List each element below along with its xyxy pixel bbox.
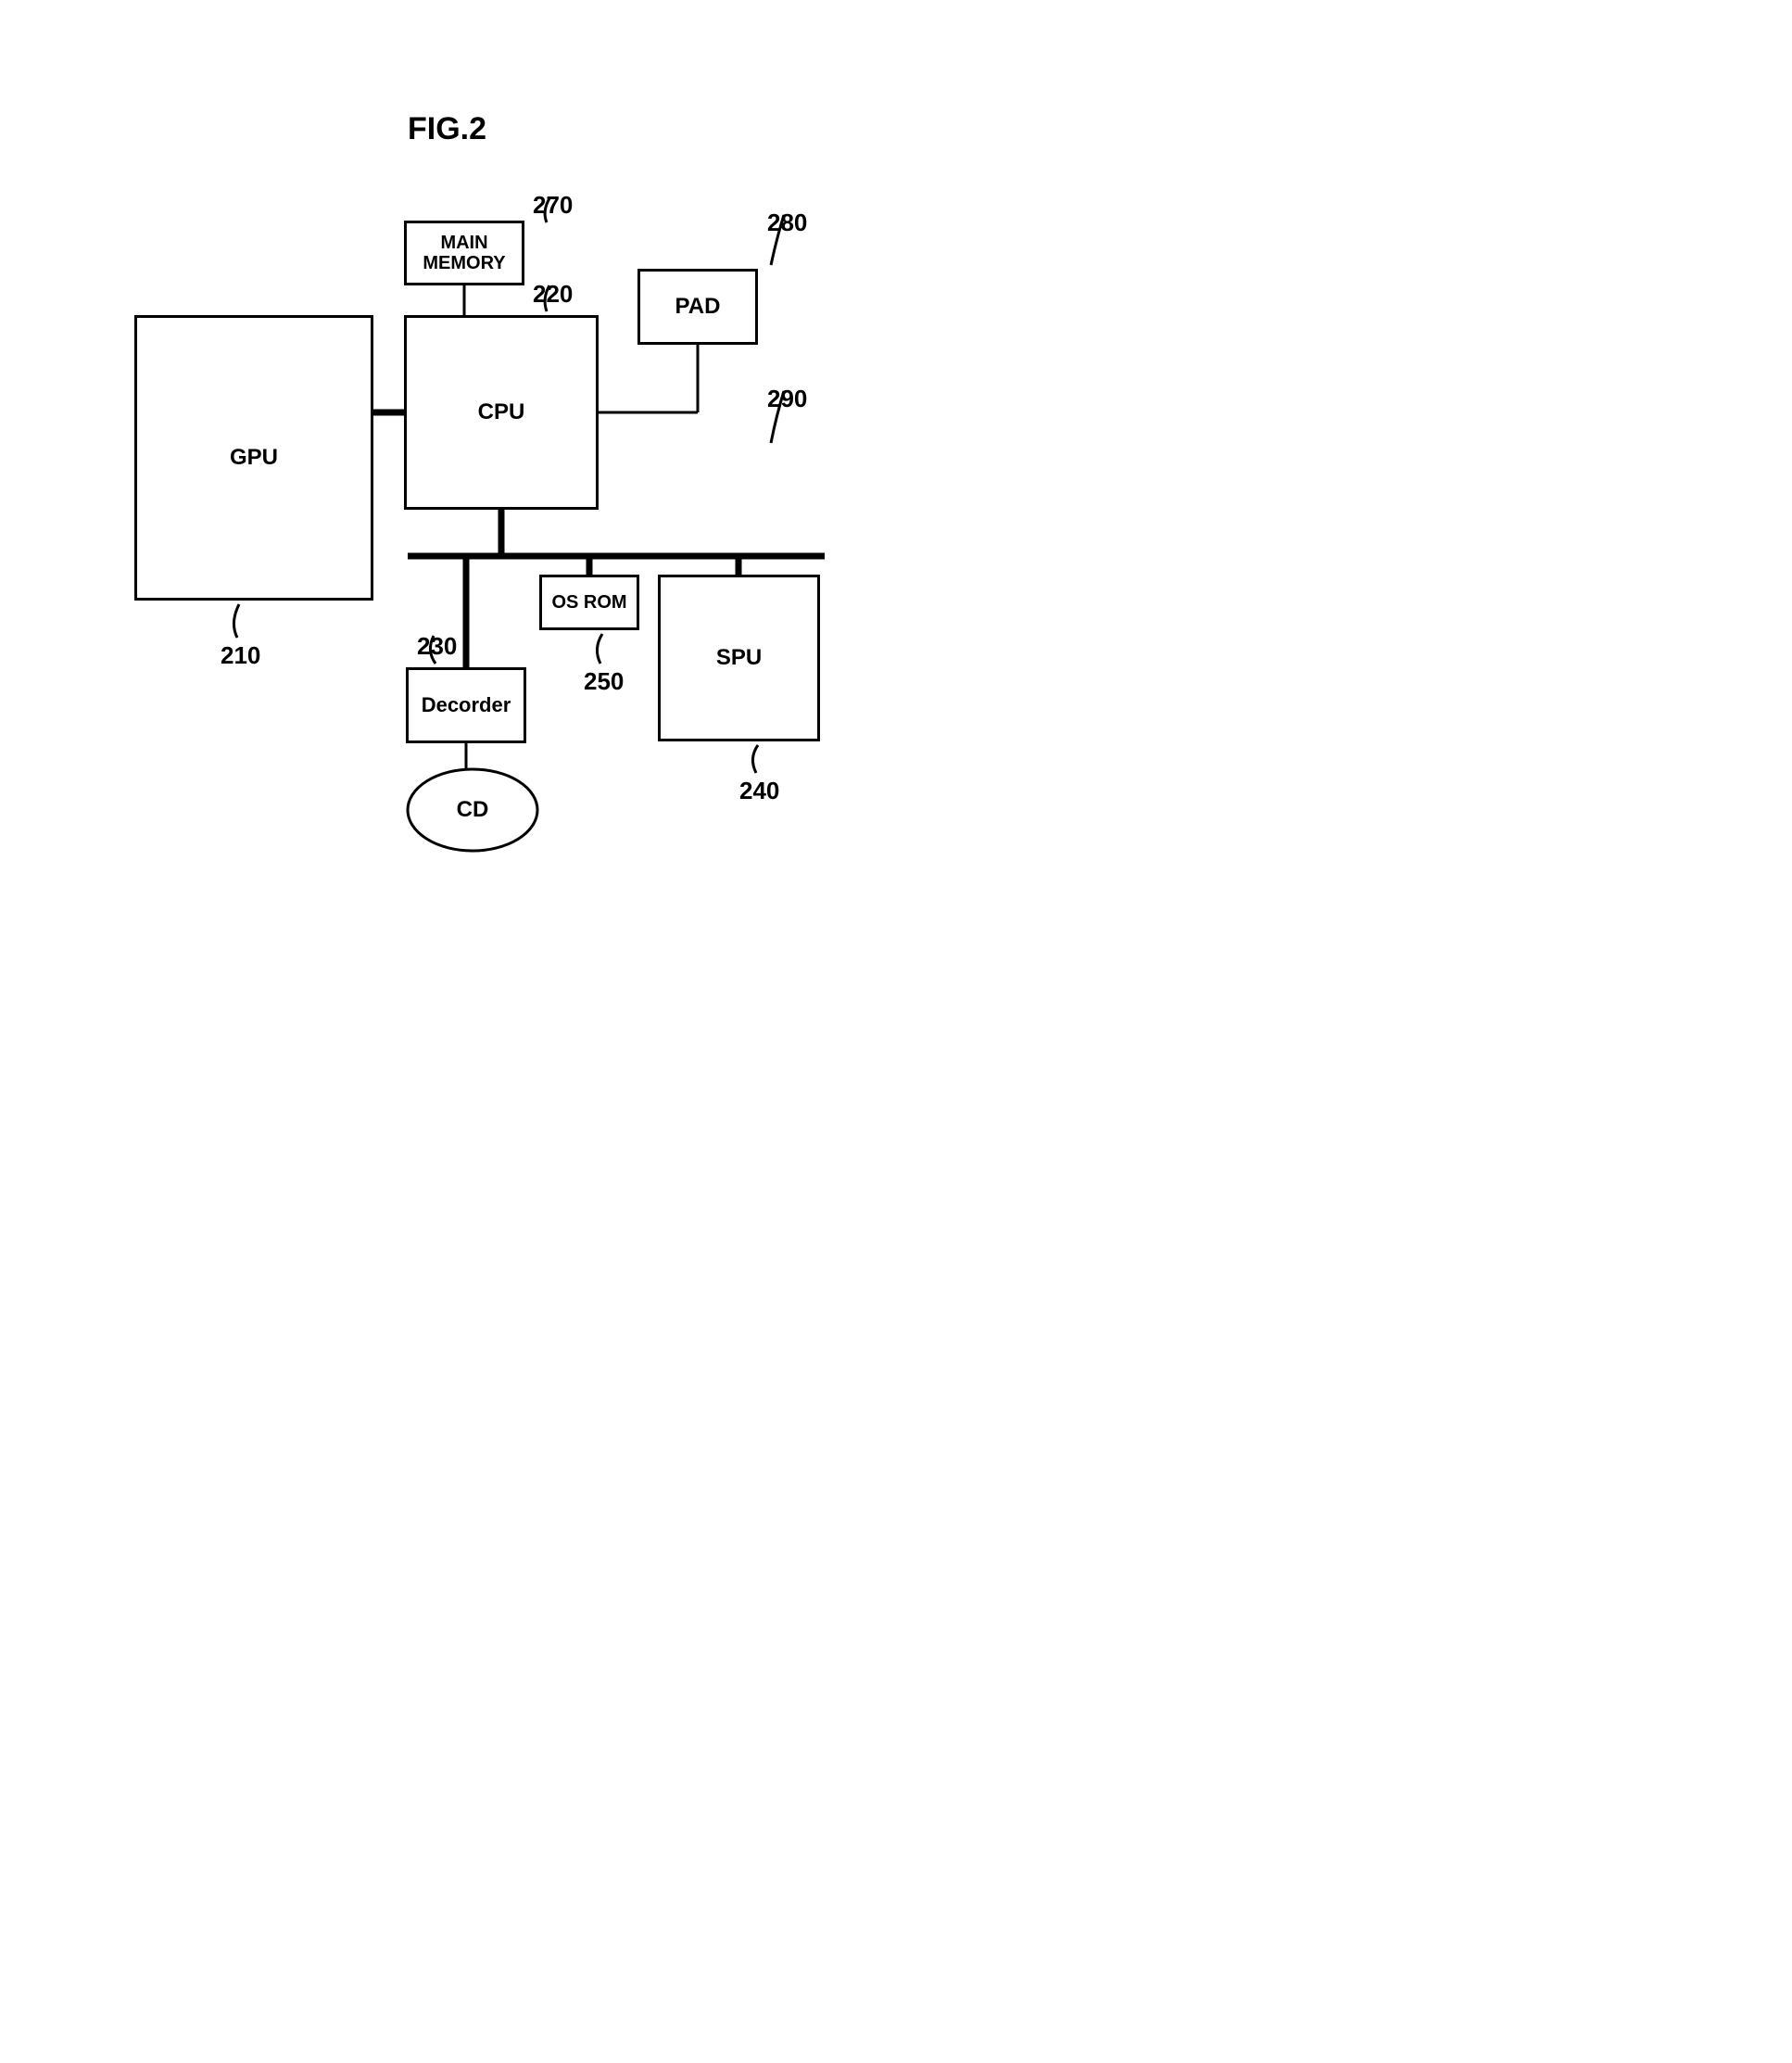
ref-250: 250 xyxy=(584,667,624,696)
ref-210: 210 xyxy=(221,641,260,670)
diagram-stage: FIG.2 xyxy=(0,0,896,1032)
osrom-box: OS ROM xyxy=(539,575,639,630)
ref-290: 290 xyxy=(767,385,807,413)
gpu-label: GPU xyxy=(230,445,278,471)
leader-210 xyxy=(233,604,239,638)
ref-220: 220 xyxy=(533,280,573,309)
cpu-box: CPU xyxy=(404,315,599,510)
main-memory-box: MAIN MEMORY xyxy=(404,221,524,285)
gpu-box: GPU xyxy=(134,315,373,601)
ref-230: 230 xyxy=(417,632,457,661)
decoder-box: Decorder xyxy=(406,667,526,743)
osrom-label: OS ROM xyxy=(551,592,626,614)
ref-270: 270 xyxy=(533,191,573,220)
main-memory-label: MAIN MEMORY xyxy=(423,233,505,273)
ref-280: 280 xyxy=(767,209,807,237)
ref-240: 240 xyxy=(739,777,779,805)
leader-240 xyxy=(752,745,758,773)
figure-title: FIG.2 xyxy=(408,111,486,147)
pad-box: PAD xyxy=(637,269,758,345)
cd-node: CD xyxy=(408,769,537,851)
cd-label: CD xyxy=(457,797,489,823)
decoder-label: Decorder xyxy=(422,693,511,717)
pad-label: PAD xyxy=(675,294,721,320)
cpu-label: CPU xyxy=(478,399,525,425)
spu-box: SPU xyxy=(658,575,820,741)
spu-label: SPU xyxy=(716,645,762,671)
leader-250 xyxy=(597,634,602,664)
